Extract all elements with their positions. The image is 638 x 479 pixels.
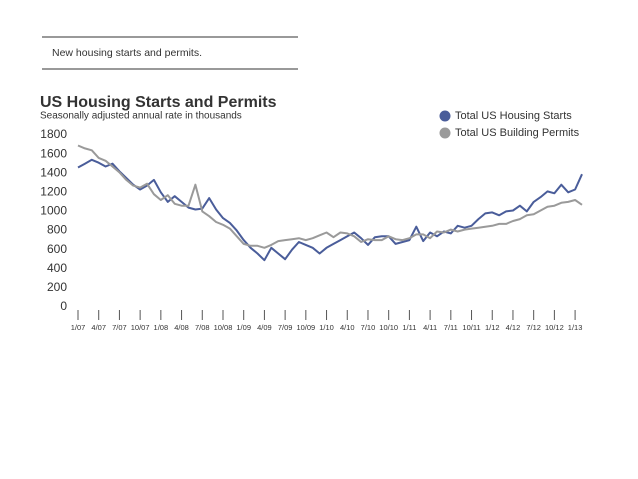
x-tick-label: 10/12 bbox=[545, 323, 564, 332]
y-tick-label: 1200 bbox=[40, 185, 67, 199]
x-tick-label: 1/12 bbox=[485, 323, 500, 332]
series-line bbox=[77, 158, 583, 262]
x-tick-label: 7/09 bbox=[278, 323, 293, 332]
y-tick-label: 800 bbox=[47, 223, 67, 237]
x-tick-label: 4/10 bbox=[340, 323, 355, 332]
y-tick-label: 1600 bbox=[40, 146, 67, 160]
x-tick-label: 10/08 bbox=[214, 323, 233, 332]
x-tick-label: 1/10 bbox=[319, 323, 334, 332]
x-tick-label: 7/10 bbox=[361, 323, 376, 332]
chart-title: US Housing Starts and Permits bbox=[40, 94, 277, 111]
x-tick-label: 7/07 bbox=[112, 323, 127, 332]
y-tick-label: 400 bbox=[47, 261, 67, 275]
x-tick-label: 1/13 bbox=[568, 323, 583, 332]
y-tick-label: 1400 bbox=[40, 165, 67, 179]
series-line bbox=[77, 144, 583, 249]
legend-swatch bbox=[439, 127, 451, 139]
legend-label: Total US Housing Starts bbox=[455, 110, 572, 122]
x-tick-label: 7/12 bbox=[526, 323, 541, 332]
x-tick-label: 1/07 bbox=[71, 323, 86, 332]
x-tick-label: 10/10 bbox=[379, 323, 398, 332]
x-tick-label: 7/08 bbox=[195, 323, 210, 332]
y-tick-label: 1000 bbox=[40, 204, 67, 218]
y-tick-label: 1800 bbox=[40, 127, 67, 141]
x-tick-label: 1/11 bbox=[402, 323, 416, 332]
x-tick-label: 7/11 bbox=[444, 323, 458, 332]
x-tick-label: 10/07 bbox=[131, 323, 150, 332]
x-tick-label: 10/09 bbox=[296, 323, 315, 332]
legend-swatch bbox=[439, 110, 451, 122]
x-tick-label: 4/12 bbox=[506, 323, 521, 332]
x-tick-label: 10/11 bbox=[462, 323, 480, 332]
x-tick-label: 1/08 bbox=[154, 323, 169, 332]
x-tick-label: 4/11 bbox=[423, 323, 437, 332]
y-tick-label: 600 bbox=[47, 242, 67, 256]
y-tick-label: 0 bbox=[60, 299, 67, 313]
legend-label: Total US Building Permits bbox=[455, 127, 580, 139]
x-tick-label: 4/08 bbox=[174, 323, 189, 332]
chart-subtitle: Seasonally adjusted annual rate in thous… bbox=[40, 111, 242, 122]
x-tick-label: 1/09 bbox=[236, 323, 251, 332]
caption: New housing starts and permits. bbox=[52, 47, 202, 59]
x-tick-label: 4/07 bbox=[91, 323, 106, 332]
y-tick-label: 200 bbox=[47, 280, 67, 294]
x-tick-label: 4/09 bbox=[257, 323, 272, 332]
